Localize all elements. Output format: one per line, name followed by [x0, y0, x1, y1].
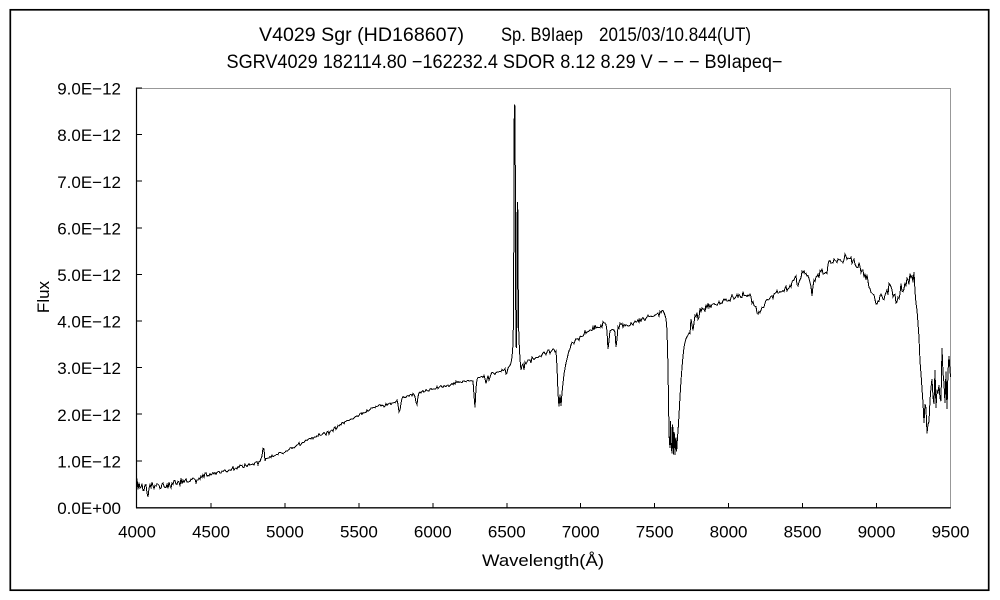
svg-text:8500: 8500: [784, 523, 822, 542]
svg-text:Flux: Flux: [34, 280, 53, 313]
svg-text:5500: 5500: [340, 523, 378, 542]
svg-text:7500: 7500: [636, 523, 674, 542]
svg-text:4000: 4000: [118, 523, 156, 542]
svg-text:Wavelength(Å): Wavelength(Å): [482, 551, 604, 570]
svg-text:0.0E+00: 0.0E+00: [57, 499, 121, 518]
svg-text:8.0E−12: 8.0E−12: [57, 126, 121, 145]
svg-text:4500: 4500: [192, 523, 230, 542]
svg-text:6000: 6000: [414, 523, 452, 542]
svg-text:8000: 8000: [710, 523, 748, 542]
svg-text:7.0E−12: 7.0E−12: [57, 173, 121, 192]
svg-text:3.0E−12: 3.0E−12: [57, 359, 121, 378]
svg-text:6500: 6500: [488, 523, 526, 542]
svg-text:9.0E−12: 9.0E−12: [57, 80, 121, 99]
svg-text:2015/03/10.844(UT): 2015/03/10.844(UT): [599, 25, 751, 46]
svg-text:2.0E−12: 2.0E−12: [57, 406, 121, 425]
svg-text:9500: 9500: [932, 523, 970, 542]
svg-text:5000: 5000: [266, 523, 304, 542]
svg-text:1.0E−12: 1.0E−12: [57, 452, 121, 471]
svg-text:5.0E−12: 5.0E−12: [57, 266, 121, 285]
svg-text:7000: 7000: [562, 523, 600, 542]
svg-text:4.0E−12: 4.0E−12: [57, 313, 121, 332]
svg-text:Sp. B9Iaep: Sp. B9Iaep: [501, 25, 583, 46]
svg-text:SGRV4029 182114.80 −162232.4 S: SGRV4029 182114.80 −162232.4 SDOR 8.12 8…: [227, 52, 783, 73]
svg-text:9000: 9000: [858, 523, 896, 542]
svg-text:V4029 Sgr (HD168607): V4029 Sgr (HD168607): [259, 25, 464, 46]
svg-text:6.0E−12: 6.0E−12: [57, 219, 121, 238]
